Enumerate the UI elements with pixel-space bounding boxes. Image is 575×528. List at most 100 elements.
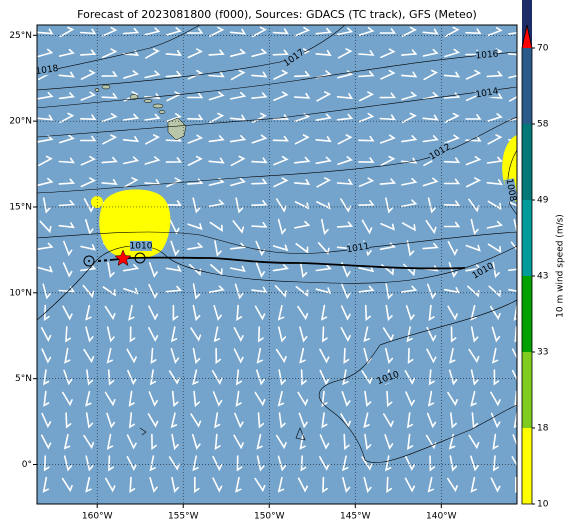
wind-barb [233, 327, 244, 342]
wind-barb [382, 327, 394, 342]
wind-barb [450, 412, 457, 429]
wind-barb [294, 156, 311, 164]
wind-barb [443, 178, 461, 185]
wind-barb [37, 265, 53, 273]
wind-barb [405, 305, 415, 321]
colorbar-segment [522, 48, 532, 124]
colorbar-segment [522, 124, 532, 200]
wind-barb [422, 48, 439, 57]
y-tick-label: 0° [22, 460, 32, 470]
isobar-label-bg [346, 241, 370, 255]
wind-barb [209, 26, 225, 37]
wind-barb [214, 412, 221, 429]
wind-barb [166, 113, 182, 123]
wind-barb [383, 413, 394, 428]
ocean [37, 25, 517, 504]
wind-barb [341, 455, 349, 472]
wind-barb [80, 177, 96, 188]
wind-barb [297, 477, 309, 493]
wind-barb [42, 197, 51, 214]
wind-barb [363, 412, 370, 429]
wind-barb [448, 262, 458, 278]
wind-barb [465, 28, 482, 35]
wind-barb [64, 347, 71, 364]
map-frame [36, 24, 518, 505]
wind-barb [380, 155, 396, 166]
wind-barb [401, 177, 418, 186]
wind-barb [364, 304, 371, 322]
wind-barb [508, 53, 517, 56]
wind-barb [192, 434, 201, 450]
wind-barb [429, 455, 436, 472]
wind-barb [192, 283, 201, 300]
y-tick-label: 25°N [9, 31, 32, 41]
wind-barb [491, 326, 501, 343]
wind-barb [123, 156, 140, 165]
isobar-label: 1014 [475, 87, 500, 101]
wind-barb [343, 347, 350, 365]
wind-barb [295, 243, 309, 254]
wind-barb [358, 157, 375, 163]
wind-barb [358, 177, 375, 187]
wind-barb [208, 71, 225, 78]
wind-barb [122, 136, 140, 143]
wind-barb [380, 222, 395, 231]
wind-barb [337, 134, 353, 145]
wind-barb [251, 200, 268, 206]
wind-barb [165, 200, 182, 207]
wind-barb [273, 155, 289, 166]
wind-barb [379, 178, 397, 185]
wind-barb [192, 304, 201, 322]
wind-barb [470, 390, 477, 407]
wind-barb [208, 177, 225, 186]
wind-barb [297, 391, 309, 407]
wind-barb [59, 26, 75, 38]
wind-barb [336, 113, 354, 121]
wind-barb [257, 412, 265, 429]
wind-barb [210, 264, 223, 276]
wind-barb [58, 199, 76, 207]
isobar-label-bg [37, 63, 59, 77]
wind-barb [37, 135, 54, 143]
wind-barb [422, 135, 439, 143]
wind-barb [255, 262, 265, 278]
wind-barb [61, 477, 73, 493]
wind-barb [272, 135, 289, 142]
wind-barb [85, 304, 92, 321]
wind-barb [361, 219, 373, 235]
wind-barb [58, 71, 75, 78]
wind-barb [165, 265, 182, 272]
wind-barb [165, 70, 183, 78]
wind-barb [122, 27, 140, 35]
wind-barb [385, 455, 392, 472]
wind-barb [80, 155, 96, 166]
wind-barb [170, 240, 180, 257]
wind-barb [37, 92, 54, 100]
wind-barb [211, 370, 223, 385]
wind-barb [85, 326, 94, 343]
wind-barb [508, 91, 517, 102]
wind-barb [107, 369, 115, 386]
wind-barb [297, 305, 309, 321]
wind-barb [273, 177, 289, 188]
wind-barb [443, 200, 461, 207]
wind-barb [385, 347, 394, 365]
wind-barb [123, 70, 140, 79]
wind-barb [300, 369, 307, 386]
wind-barb [171, 390, 179, 408]
wind-barb [101, 92, 118, 99]
wind-barb [443, 92, 461, 99]
wind-barb [229, 114, 247, 121]
wind-barb [449, 455, 458, 472]
wind-barb [102, 286, 116, 297]
wind-barb [190, 327, 202, 342]
wind-barb [101, 113, 118, 123]
wind-barb [425, 219, 437, 235]
wind-barb [192, 455, 199, 472]
wind-barb [273, 69, 289, 80]
wind-barb [514, 326, 517, 343]
wind-barb [80, 244, 96, 251]
wind-barb [448, 433, 456, 450]
wind-barb [122, 113, 140, 121]
wind-barb [42, 476, 49, 493]
